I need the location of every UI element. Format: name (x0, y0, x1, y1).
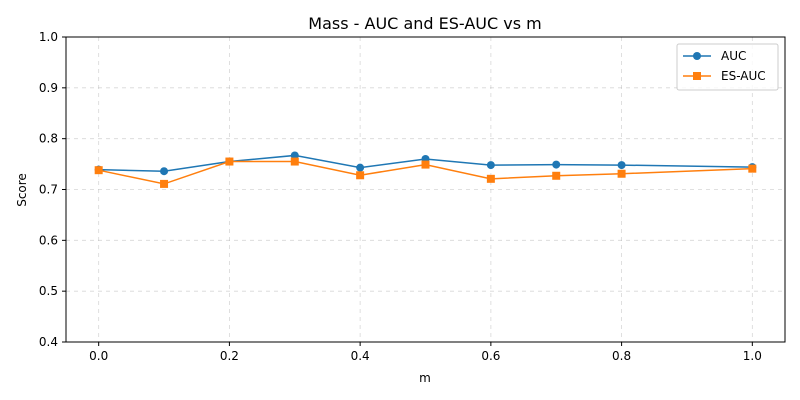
x-tick-label: 0.0 (89, 349, 108, 363)
data-point (290, 157, 299, 166)
data-point (290, 151, 299, 160)
x-tick-label: 0.2 (220, 349, 239, 363)
y-axis-ticks: 0.4 0.5 0.6 0.7 0.8 0.9 1.0 (39, 30, 66, 349)
legend-marker (693, 72, 701, 80)
legend-label: AUC (721, 49, 746, 63)
x-tick-label: 0.8 (612, 349, 631, 363)
legend: AUC ES-AUC (676, 43, 779, 91)
data-point (160, 179, 169, 188)
series-line (98, 160, 753, 185)
data-point (748, 164, 757, 173)
y-tick-label: 1.0 (39, 30, 58, 44)
y-tick-label: 0.9 (39, 81, 58, 95)
legend-label: ES-AUC (721, 69, 766, 83)
y-axis-label: Score (15, 173, 29, 207)
data-point (94, 166, 103, 175)
data-point (552, 160, 561, 169)
data-point (552, 171, 561, 180)
x-axis-ticks: 0.0 0.2 0.4 0.6 0.8 1.0 (89, 342, 762, 363)
y-tick-label: 0.6 (39, 233, 58, 247)
y-tick-label: 0.8 (39, 132, 58, 146)
x-tick-label: 0.4 (351, 349, 370, 363)
data-point (617, 161, 626, 170)
y-tick-label: 0.4 (39, 335, 58, 349)
data-point (160, 167, 169, 176)
legend-entry: ES-AUC (683, 69, 766, 83)
series-layer (94, 151, 757, 188)
y-tick-label: 0.5 (39, 284, 58, 298)
legend-marker (693, 52, 701, 60)
legend-entry: AUC (683, 49, 746, 63)
data-point (225, 157, 234, 166)
data-point (486, 174, 495, 183)
y-tick-label: 0.7 (39, 183, 58, 197)
data-point (617, 169, 626, 178)
x-tick-label: 0.6 (481, 349, 500, 363)
data-point (356, 163, 365, 172)
x-tick-label: 1.0 (743, 349, 762, 363)
series-es-auc (94, 157, 757, 188)
chart-title: Mass - AUC and ES-AUC vs m (308, 14, 541, 33)
data-point (356, 171, 365, 180)
data-point (486, 161, 495, 170)
x-axis-label: m (419, 371, 431, 385)
data-point (421, 160, 430, 169)
series-line (98, 154, 753, 172)
